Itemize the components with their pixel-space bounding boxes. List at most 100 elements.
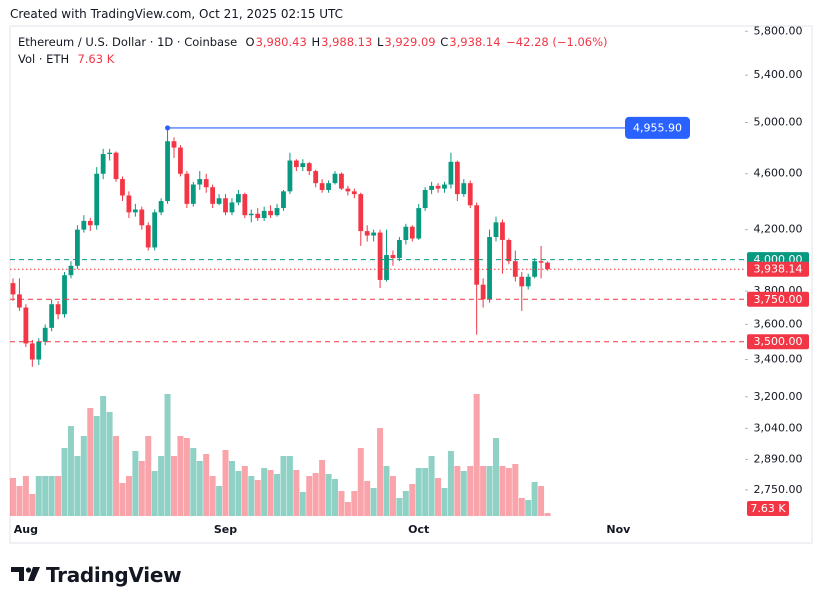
candle-body <box>62 275 67 315</box>
x-tick-label: Oct <box>408 523 429 536</box>
price-level-label: 3,500.00 <box>754 335 803 348</box>
volume-bar <box>402 491 409 516</box>
volume-bar <box>467 466 474 516</box>
x-tick-label: Aug <box>14 523 38 536</box>
volume-bar <box>325 474 332 516</box>
candle-body <box>10 283 16 295</box>
ohlc-value: 3,938.14 <box>449 35 501 49</box>
candle-body <box>139 209 145 226</box>
volume-bar <box>10 478 16 516</box>
volume-bar <box>241 466 248 516</box>
candle-body <box>442 184 447 189</box>
y-tick-label: 3,600.00 <box>754 317 803 330</box>
candle-body <box>132 209 138 213</box>
candle-body <box>422 189 428 209</box>
volume-bar <box>428 456 435 516</box>
candle-body <box>351 191 357 195</box>
candle-body <box>242 194 248 216</box>
y-tick-label: 3,400.00 <box>754 353 803 366</box>
volume-bar <box>332 479 338 516</box>
candle-body <box>364 231 370 236</box>
volume-bar <box>422 468 429 516</box>
candle-body <box>339 173 344 189</box>
candle-body <box>538 261 544 263</box>
candle-body <box>145 225 151 248</box>
candle-body <box>248 213 254 216</box>
volume-bar <box>338 491 345 516</box>
candle-body <box>448 161 454 185</box>
candle-body <box>467 183 473 206</box>
volume-bar <box>499 466 506 516</box>
volume-bar <box>280 456 287 516</box>
ohlc-key: H <box>311 35 321 49</box>
volume-bar <box>286 456 293 516</box>
candle-body <box>203 179 209 188</box>
volume-bar <box>113 436 120 516</box>
x-tick-label: Sep <box>214 523 237 536</box>
legend: Ethereum / U.S. Dollar · 1D · Coinbase O… <box>18 34 609 68</box>
volume-bar <box>48 476 55 516</box>
volume-bar <box>344 502 351 516</box>
volume-bar <box>299 492 306 516</box>
candle-body <box>23 307 29 344</box>
candle-body <box>81 220 87 230</box>
volume-bar <box>306 476 313 516</box>
candle-body <box>87 220 93 226</box>
volume-value: 7.63 K <box>77 52 115 66</box>
volume-bar <box>312 473 319 516</box>
volume-bar <box>357 448 364 516</box>
candle-body <box>345 188 351 192</box>
volume-bar <box>505 468 512 516</box>
candle-body <box>113 152 119 180</box>
candle-body <box>525 276 531 287</box>
candle-body <box>377 232 383 280</box>
ohlc-key: O <box>245 35 255 49</box>
candle-body <box>216 198 222 204</box>
y-tick-label: 4,200.00 <box>754 223 803 236</box>
volume-bar <box>454 466 461 516</box>
created-note: Created with TradingView.com, Oct 21, 20… <box>10 7 344 21</box>
legend-volume: Vol · ETH 7.63 K <box>18 51 609 68</box>
candle-body <box>75 229 80 266</box>
candle-body <box>435 185 441 189</box>
volume-bar <box>55 476 62 516</box>
candle-body <box>171 141 177 148</box>
candle-body <box>281 191 286 209</box>
candle-body <box>68 265 74 276</box>
volume-bar <box>93 416 100 516</box>
candle-body <box>55 304 61 315</box>
volume-bar <box>177 436 184 516</box>
volume-bar <box>274 474 281 516</box>
y-tick-label: 5,000.00 <box>754 115 803 128</box>
volume-bar <box>480 466 487 516</box>
price-level-label: 3,750.00 <box>754 293 803 306</box>
candle-body <box>49 304 55 328</box>
volume-bar <box>132 451 139 516</box>
volume-bar <box>319 460 326 516</box>
volume-bar <box>493 438 499 516</box>
candle-body <box>487 237 492 300</box>
x-tick-label: Nov <box>606 523 631 536</box>
volume-bar <box>396 498 403 516</box>
volume-bar <box>22 476 29 516</box>
volume-bar <box>151 471 158 516</box>
y-tick-label: 3,200.00 <box>754 390 803 403</box>
candle-body <box>397 239 402 259</box>
change: −42.28 (−1.06%) <box>506 35 608 49</box>
symbol-title: Ethereum / U.S. Dollar · 1D · Coinbase <box>18 35 238 49</box>
candle-body <box>126 195 132 213</box>
price-level-box <box>747 334 809 350</box>
volume-bar <box>531 482 538 516</box>
volume-bar <box>441 488 448 516</box>
candle-body <box>300 163 306 168</box>
volume-bar <box>544 512 551 516</box>
volume-bar <box>415 468 422 516</box>
ohlc-key: L <box>376 35 384 49</box>
candle-body <box>107 152 112 155</box>
volume-bar <box>351 491 358 516</box>
volume-bar <box>389 476 396 516</box>
candle-body <box>223 198 228 213</box>
candle-body <box>506 239 512 262</box>
legend-price: Ethereum / U.S. Dollar · 1D · Coinbase O… <box>18 34 609 51</box>
